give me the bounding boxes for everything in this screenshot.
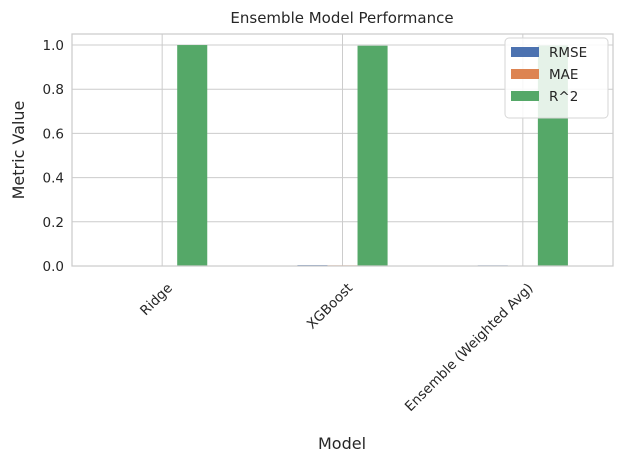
- y-tick-label: 0.2: [43, 215, 64, 231]
- y-tick-labels: 0.0 0.2 0.4 0.6 0.8 1.0: [43, 38, 64, 275]
- chart-title: Ensemble Model Performance: [230, 9, 453, 27]
- legend-swatch: [511, 69, 539, 79]
- legend-swatch: [511, 91, 539, 101]
- y-tick-label: 0.0: [43, 259, 64, 275]
- x-axis-label: Model: [318, 434, 366, 453]
- legend-label: RMSE: [549, 45, 587, 61]
- legend-label: MAE: [549, 67, 578, 83]
- y-tick-label: 0.4: [43, 171, 64, 187]
- bar: [177, 45, 208, 266]
- legend: RMSE MAE R^2: [504, 37, 609, 119]
- legend-label: R^2: [549, 89, 578, 105]
- y-axis-label: Metric Value: [9, 101, 28, 200]
- legend-swatch: [511, 47, 539, 57]
- plot-frame: [71, 33, 614, 267]
- y-tick-label: 0.6: [43, 126, 64, 142]
- y-tick-label: 0.8: [43, 82, 64, 98]
- y-tick-label: 1.0: [43, 38, 64, 54]
- bar: [357, 45, 388, 266]
